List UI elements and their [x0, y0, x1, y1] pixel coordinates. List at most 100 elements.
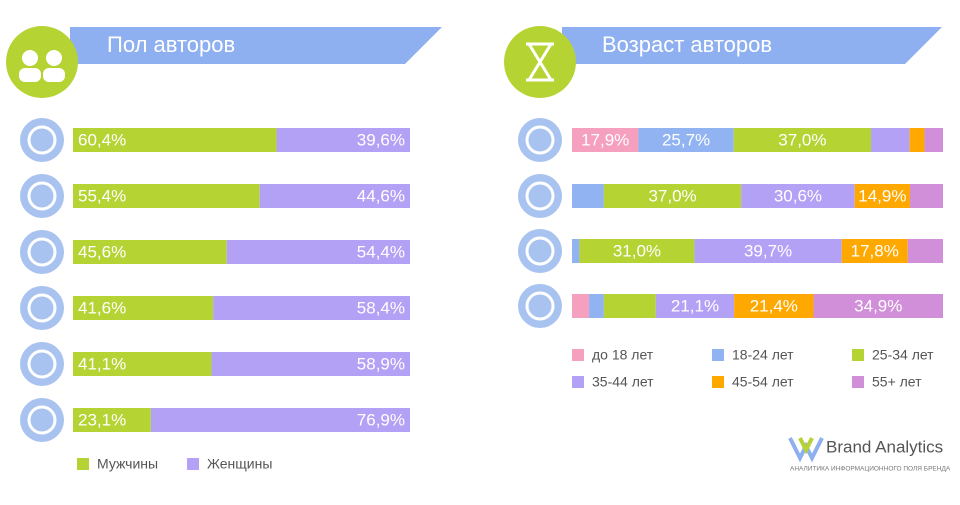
platform-icon	[518, 118, 562, 162]
bar-segment	[572, 294, 590, 318]
title-banner	[70, 27, 442, 64]
legend-swatch	[77, 458, 89, 470]
value-label: 45,6%	[78, 242, 126, 261]
legend-label: Мужчины	[97, 456, 158, 472]
platform-icon-inner	[525, 236, 555, 266]
platform-icon-inner	[525, 181, 555, 211]
value-label: 37,0%	[778, 130, 826, 149]
platform-icon	[20, 118, 64, 162]
bar-segment	[655, 294, 735, 318]
bar-segment	[211, 352, 410, 376]
value-label: 34,9%	[854, 296, 902, 315]
value-label: 58,9%	[357, 354, 405, 373]
bar-segment	[741, 184, 855, 208]
bar-segment	[73, 408, 151, 432]
value-label: 41,1%	[78, 354, 126, 373]
bar-segment	[579, 239, 695, 263]
value-label: 37,0%	[648, 186, 696, 205]
bar-segment	[73, 184, 260, 208]
platform-icon-inner	[525, 291, 555, 321]
legend-label: 45-54 лет	[732, 374, 794, 390]
platform-icon	[20, 286, 64, 330]
value-label: 58,4%	[357, 298, 405, 317]
bar-segment	[213, 296, 410, 320]
platform-icon	[20, 174, 64, 218]
bar-segment	[694, 239, 842, 263]
bar-segment	[589, 294, 604, 318]
bar-segment	[924, 128, 943, 152]
bar-segment	[734, 294, 814, 318]
legend-label: до 18 лет	[592, 347, 654, 363]
platform-icon-inner	[27, 293, 57, 323]
value-label: 44,6%	[357, 186, 405, 205]
legend-swatch	[572, 376, 584, 388]
value-label: 17,9%	[581, 130, 629, 149]
bar-segment	[854, 184, 910, 208]
value-label: 55,4%	[78, 186, 126, 205]
value-label: 25,7%	[662, 130, 710, 149]
chart-title: Пол авторов	[107, 32, 235, 57]
value-label: 39,6%	[357, 130, 405, 149]
platform-icon	[20, 342, 64, 386]
people-icon	[19, 50, 65, 82]
brand-tagline: АНАЛИТИКА ИНФОРМАЦИОННОГО ПОЛЯ БРЕНДА	[790, 466, 951, 473]
value-label: 76,9%	[357, 410, 405, 429]
value-label: 31,0%	[613, 241, 661, 260]
value-label: 21,4%	[750, 296, 798, 315]
bar-segment	[259, 184, 410, 208]
legend-swatch	[572, 349, 584, 361]
platform-icon-inner	[27, 405, 57, 435]
bar-segment	[572, 128, 639, 152]
bar-segment	[603, 294, 656, 318]
bar-segment	[603, 184, 742, 208]
legend-swatch	[852, 349, 864, 361]
platform-icon-inner	[27, 237, 57, 267]
platform-icon	[518, 174, 562, 218]
value-label: 54,4%	[357, 242, 405, 261]
bar-segment	[276, 128, 410, 152]
value-label: 14,9%	[858, 186, 906, 205]
platform-icon	[518, 284, 562, 328]
bar-segment	[638, 128, 734, 152]
legend-swatch	[712, 376, 724, 388]
bar-segment	[813, 294, 943, 318]
brand-name: Brand Analytics	[826, 437, 943, 456]
legend-label: 18-24 лет	[732, 347, 794, 363]
value-label: 41,6%	[78, 298, 126, 317]
bar-segment	[909, 184, 943, 208]
platform-icon-inner	[27, 181, 57, 211]
legend-label: 25-34 лет	[872, 347, 934, 363]
bar-segment	[73, 296, 214, 320]
value-label: 17,8%	[851, 241, 899, 260]
platform-icon	[20, 230, 64, 274]
value-label: 30,6%	[774, 186, 822, 205]
platform-icon-inner	[27, 125, 57, 155]
bar-segment	[907, 239, 943, 263]
platform-icon	[518, 229, 562, 273]
legend-label: 55+ лет	[872, 374, 922, 390]
legend-label: 35-44 лет	[592, 374, 654, 390]
legend-swatch	[712, 349, 724, 361]
title-icon	[6, 26, 78, 98]
title-banner	[562, 27, 942, 64]
legend-label: Женщины	[207, 456, 272, 472]
bar-segment	[73, 240, 227, 264]
bar-segment	[572, 184, 604, 208]
value-label: 39,7%	[744, 241, 792, 260]
value-label: 23,1%	[78, 410, 126, 429]
platform-icon-inner	[525, 125, 555, 155]
brand-logo	[788, 437, 824, 463]
platform-icon	[20, 398, 64, 442]
bar-segment	[572, 239, 580, 263]
bar-segment	[871, 128, 910, 152]
bar-segment	[226, 240, 410, 264]
platform-icon-inner	[27, 349, 57, 379]
bar-segment	[909, 128, 925, 152]
bar-segment	[73, 352, 212, 376]
value-label: 21,1%	[671, 296, 719, 315]
hourglass-icon	[526, 42, 554, 82]
bar-segment	[841, 239, 908, 263]
bar-segment	[150, 408, 411, 432]
chart-title: Возраст авторов	[602, 32, 772, 57]
